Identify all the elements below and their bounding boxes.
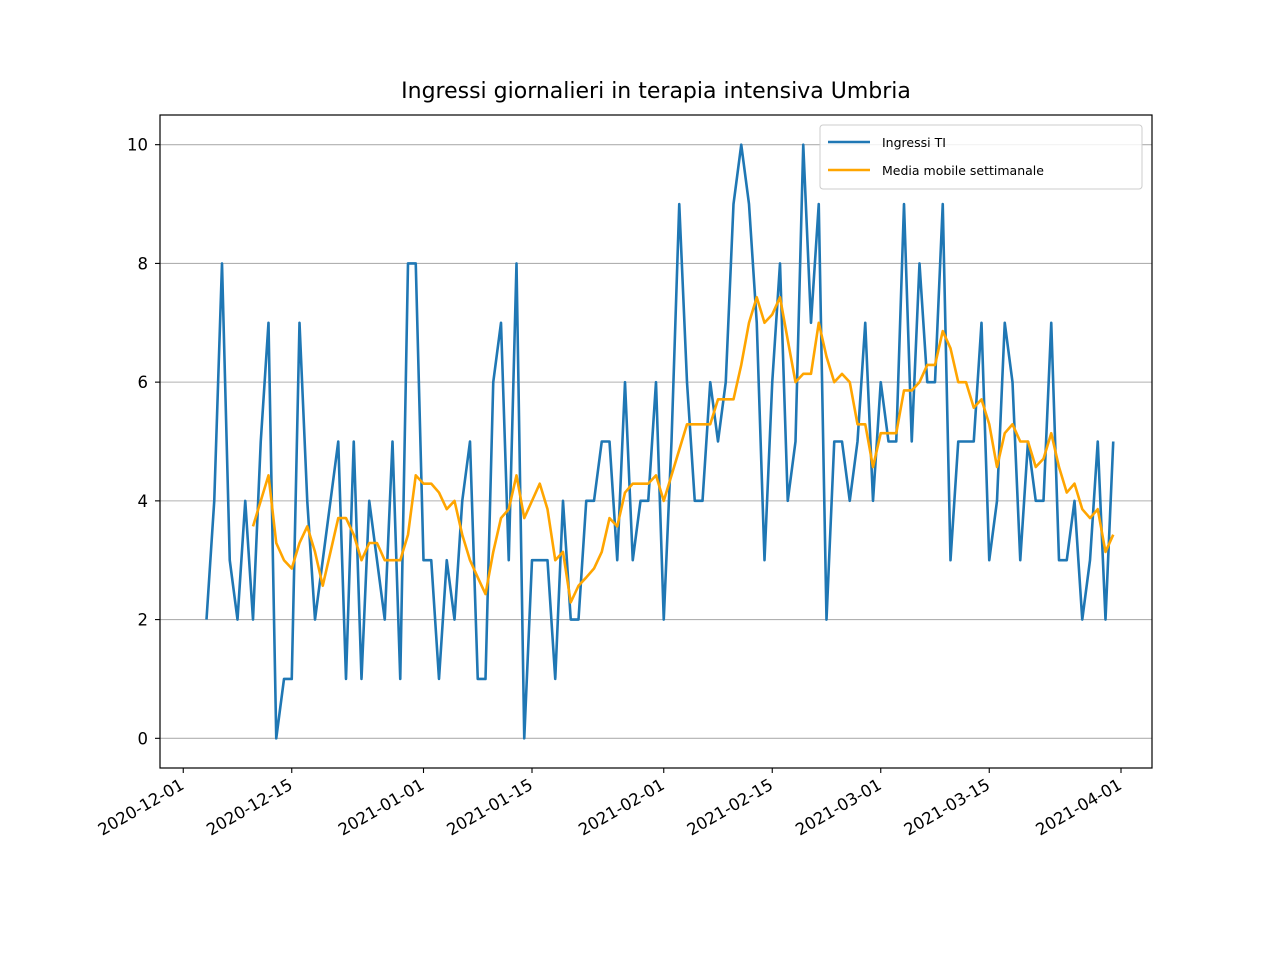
y-tick-label: 10 xyxy=(127,136,148,155)
legend-label: Ingressi TI xyxy=(882,135,946,150)
y-tick-label: 2 xyxy=(138,611,149,630)
plot-frame xyxy=(159,114,1153,769)
y-axis: 0 2 4 6 8 10 xyxy=(127,136,160,748)
legend: Ingressi TI Media mobile settimanale xyxy=(819,124,1143,190)
y-tick-label: 8 xyxy=(138,254,149,273)
series-line-media-mobile xyxy=(251,295,1115,604)
y-tick-label: 4 xyxy=(138,492,149,511)
legend-label: Media mobile settimanale xyxy=(882,163,1044,178)
chart-title: Ingressi giornalieri in terapia intensiv… xyxy=(401,79,911,104)
y-tick-label: 0 xyxy=(138,729,149,748)
y-tick-label: 6 xyxy=(138,373,149,392)
legend-box xyxy=(819,124,1143,190)
series-layer xyxy=(205,143,1115,740)
series-line-ingressi-ti xyxy=(205,143,1115,740)
